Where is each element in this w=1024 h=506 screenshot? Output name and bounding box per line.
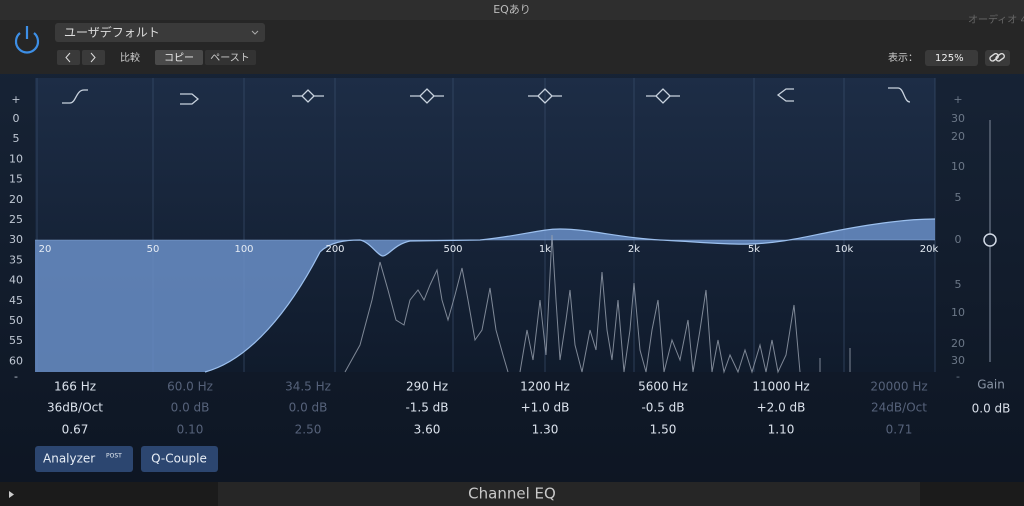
analyzer-spectrum	[344, 234, 851, 374]
title-bar	[0, 0, 1024, 20]
frequency-label: 10k	[835, 244, 854, 255]
band-type-icons	[62, 87, 911, 105]
right-scale-label: 30	[951, 112, 965, 125]
band-gain: +1.0 dB	[521, 401, 570, 415]
frequency-label: 5k	[748, 244, 760, 255]
view-label: 表示：	[888, 51, 918, 64]
left-scale-label: 15	[9, 173, 23, 186]
next-icon	[90, 52, 96, 63]
left-scale-label: 40	[9, 274, 23, 287]
copy-button[interactable]: コピー	[164, 52, 194, 64]
left-scale-label: 60	[9, 354, 23, 367]
q-couple-label: Q-Couple	[151, 452, 207, 466]
paste-button-bg[interactable]	[205, 50, 256, 65]
disclosure-icon[interactable]	[9, 491, 14, 498]
preset-menu[interactable]	[55, 23, 265, 42]
band-q: 0.10	[177, 423, 204, 437]
right-scale-label: -	[956, 370, 960, 383]
left-scale-label: 30	[9, 233, 23, 246]
link-icon	[989, 52, 1005, 62]
left-scale-label: 5	[13, 132, 20, 145]
band-q: 2.50	[295, 423, 322, 437]
left-scale-label: 45	[9, 294, 23, 307]
gain-value: 0.0 dB	[972, 402, 1011, 416]
band-gain: -0.5 dB	[641, 401, 684, 415]
band-q: 1.50	[650, 423, 677, 437]
left-scale-label: -	[14, 370, 18, 383]
left-scale-label: 25	[9, 213, 23, 226]
left-scale-label: 35	[9, 253, 23, 266]
frequency-label: 200	[325, 244, 344, 255]
band-q: 1.10	[768, 423, 795, 437]
band-gain: 24dB/Oct	[871, 401, 927, 415]
band-frequency: 290 Hz	[406, 380, 448, 394]
footer-panel	[218, 482, 920, 506]
compare-button[interactable]: 比較	[120, 51, 140, 64]
zoom-value: 125%	[935, 53, 964, 64]
frequency-label: 500	[443, 244, 462, 255]
right-scale-label: 10	[951, 306, 965, 319]
right-scale-label: 30	[951, 354, 965, 367]
band-q: 0.67	[62, 423, 89, 437]
copy-button-bg[interactable]	[155, 50, 203, 65]
side-track: オーディオ 4	[968, 13, 1024, 26]
left-scale-label: 55	[9, 334, 23, 347]
frequency-label: 50	[147, 244, 160, 255]
band-frequency: 34.5 Hz	[285, 380, 331, 394]
left-scale-label: +	[11, 93, 20, 106]
band-frequency: 60.0 Hz	[167, 380, 213, 394]
footer-title: Channel EQ	[468, 485, 556, 503]
right-scale-label: 0	[955, 233, 962, 246]
band-gain: +2.0 dB	[757, 401, 806, 415]
frequency-label: 2k	[628, 244, 640, 255]
post-label: POST	[106, 453, 122, 460]
band-q: 1.30	[532, 423, 559, 437]
left-scale-label: 50	[9, 314, 23, 327]
paste-button[interactable]: ペースト	[210, 53, 250, 64]
zoom-box[interactable]	[925, 50, 978, 66]
eq-curve-fill	[35, 219, 935, 372]
band-frequency: 1200 Hz	[520, 380, 570, 394]
band-gain: 0.0 dB	[289, 401, 328, 415]
band-frequency: 20000 Hz	[870, 380, 927, 394]
next-button[interactable]	[82, 50, 105, 65]
frequency-label: 20	[39, 244, 52, 255]
eq-curve	[204, 218, 936, 373]
band-frequency: 11000 Hz	[752, 380, 809, 394]
left-scale-label: 10	[9, 152, 23, 165]
right-scale-label: 5	[955, 191, 962, 204]
right-scale-label: +	[953, 93, 962, 106]
menu-arrow	[251, 30, 259, 35]
analyzer-button[interactable]	[35, 446, 133, 472]
band-frequency: 5600 Hz	[638, 380, 688, 394]
prev-icon	[65, 52, 71, 63]
band-q: 3.60	[414, 423, 441, 437]
right-scale-label: 20	[951, 337, 965, 350]
right-scale-label: 5	[955, 278, 962, 291]
window-title: EQあり	[493, 3, 531, 16]
band-gain: 0.0 dB	[171, 401, 210, 415]
analyzer-label: Analyzer	[43, 452, 95, 466]
band-frequency: 166 Hz	[54, 380, 96, 394]
q-couple-button[interactable]	[141, 446, 218, 472]
frequency-label: 20k	[920, 244, 939, 255]
frequency-label: 1k	[539, 244, 551, 255]
power-button[interactable]	[14, 26, 40, 54]
left-scale-label: 0	[13, 112, 20, 125]
right-scale-label: 20	[951, 130, 965, 143]
gain-label: Gain	[977, 378, 1005, 392]
band-q: 0.71	[886, 423, 913, 437]
right-scale-label: 10	[951, 160, 965, 173]
band-gain: -1.5 dB	[405, 401, 448, 415]
prev-button[interactable]	[57, 50, 80, 65]
band-gain: 36dB/Oct	[47, 401, 103, 415]
preset-name: ユーザデフォルト	[64, 25, 160, 40]
frequency-label: 100	[234, 244, 253, 255]
left-scale-label: 20	[9, 193, 23, 206]
gain-slider-knob[interactable]	[983, 233, 997, 247]
